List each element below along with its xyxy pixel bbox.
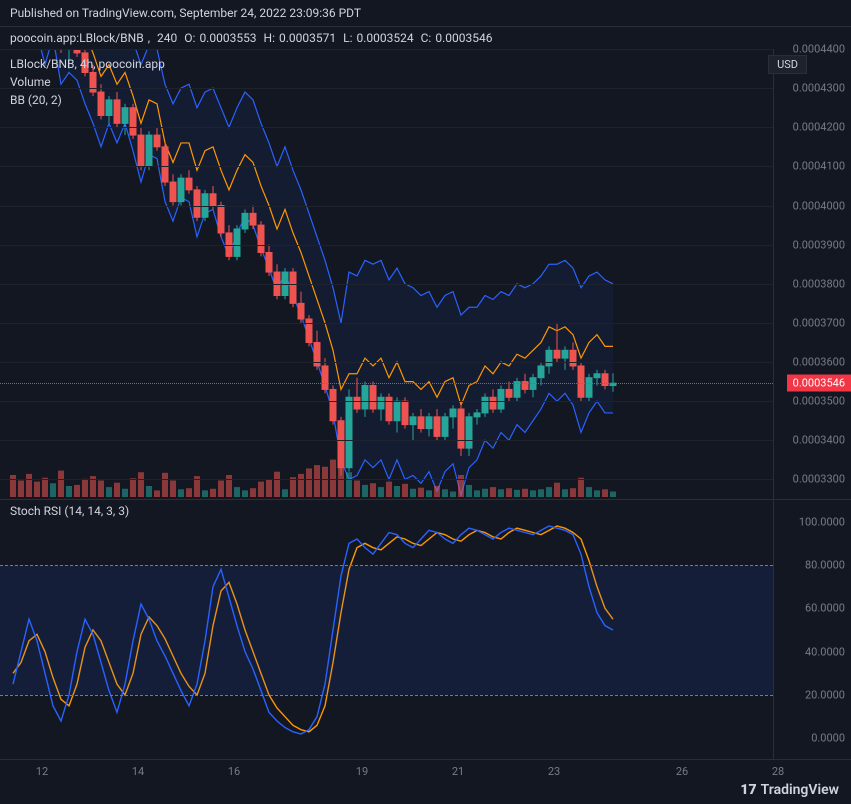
indicator-tick: 0.0000 xyxy=(811,732,845,745)
price-tick: 0.0004100 xyxy=(793,160,845,173)
footer-brand: 17 TradingView xyxy=(740,782,839,798)
time-tick: 26 xyxy=(676,765,688,778)
price-tick: 0.0004200 xyxy=(793,121,845,134)
price-tick: 0.0003400 xyxy=(793,434,845,447)
indicator-tick: 60.0000 xyxy=(805,602,845,615)
stoch-rsi-panel[interactable]: Stoch RSI (14, 14, 3, 3) 100.0000 80.0000… xyxy=(0,499,851,759)
time-axis[interactable]: 12 14 16 19 21 23 26 28 xyxy=(0,759,851,785)
time-tick: 28 xyxy=(772,765,784,778)
symbol-ohlc-bar: poocoin.app:LBlock/BNB, 240 O:0.0003553 … xyxy=(0,27,851,49)
currency-badge[interactable]: USD xyxy=(768,55,807,74)
tradingview-logo-icon: 17 xyxy=(740,782,756,798)
brand-text: TradingView xyxy=(761,782,839,798)
legend-title: LBlock/BNB, 4h, poocoin.app xyxy=(10,55,165,73)
legend-volume: Volume xyxy=(10,73,165,91)
price-tick: 0.0004300 xyxy=(793,82,845,95)
indicator-tick: 100.0000 xyxy=(799,515,845,528)
interval: 240 xyxy=(157,31,177,45)
price-tick: 0.0003900 xyxy=(793,238,845,251)
price-plot xyxy=(0,49,773,499)
ohlc-c-label: C: xyxy=(421,31,432,45)
time-tick: 21 xyxy=(452,765,464,778)
price-tick: 0.0003600 xyxy=(793,356,845,369)
indicator-tick: 80.0000 xyxy=(805,559,845,572)
price-tick: 0.0003500 xyxy=(793,395,845,408)
current-price-label: 0.0003546 xyxy=(787,375,851,392)
chart-legend: LBlock/BNB, 4h, poocoin.app Volume BB (2… xyxy=(10,55,165,109)
ohlc-h: 0.0003571 xyxy=(279,31,336,45)
price-tick: 0.0003300 xyxy=(793,473,845,486)
indicator-legend: Stoch RSI (14, 14, 3, 3) xyxy=(10,504,129,518)
time-tick: 16 xyxy=(228,765,240,778)
ohlc-l-label: L: xyxy=(343,31,352,45)
time-tick: 19 xyxy=(356,765,368,778)
ohlc-c: 0.0003546 xyxy=(435,31,492,45)
symbol-name: poocoin.app:LBlock/BNB xyxy=(10,31,144,45)
indicator-tick: 40.0000 xyxy=(805,645,845,658)
ohlc-l: 0.0003524 xyxy=(357,31,414,45)
price-chart[interactable]: LBlock/BNB, 4h, poocoin.app Volume BB (2… xyxy=(0,49,851,499)
publish-header: Published on TradingView.com, September … xyxy=(0,0,851,27)
price-tick: 0.0003800 xyxy=(793,277,845,290)
time-tick: 14 xyxy=(132,765,144,778)
time-tick: 23 xyxy=(548,765,560,778)
price-axis[interactable]: 0.00044000.00043000.00042000.00041000.00… xyxy=(773,49,851,499)
indicator-tick: 20.0000 xyxy=(805,689,845,702)
ohlc-o-label: O: xyxy=(184,31,195,45)
indicator-axis[interactable]: 100.0000 80.0000 60.0000 40.0000 20.0000 0.00… xyxy=(773,500,851,759)
publish-info: Published on TradingView.com, September … xyxy=(10,6,361,20)
time-tick: 12 xyxy=(36,765,48,778)
price-tick: 0.0003700 xyxy=(793,316,845,329)
price-tick: 0.0004400 xyxy=(793,43,845,56)
price-tick: 0.0004000 xyxy=(793,199,845,212)
ohlc-o: 0.0003553 xyxy=(199,31,256,45)
legend-bb: BB (20, 2) xyxy=(10,91,165,109)
ohlc-h-label: H: xyxy=(264,31,275,45)
